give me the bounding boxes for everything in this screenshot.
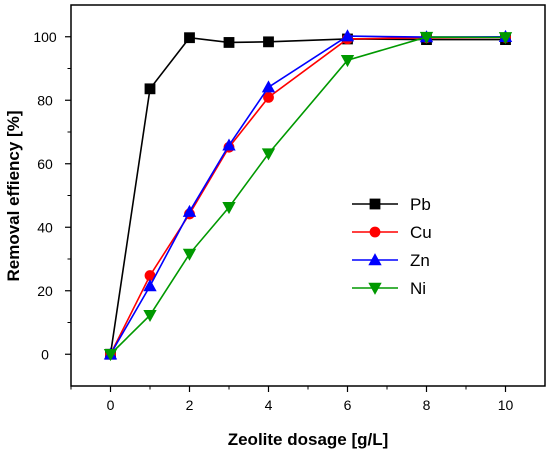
data-point-pb [144,83,156,95]
x-tick-label: 4 [265,397,273,413]
data-point-ni [222,202,236,215]
legend-marker-zn [368,253,382,266]
data-point-cu [263,91,274,103]
legend-marker-cu [369,226,381,238]
x-axis-title: Zeolite dosage [g/L] [228,430,389,449]
plot-marks [103,29,513,362]
y-tick-label: 60 [37,156,53,172]
legend-label-cu: Cu [410,223,432,242]
data-point-ni [261,148,276,161]
legend-label-zn: Zn [410,251,430,270]
data-point-zn [182,204,197,217]
y-tick-label: 20 [37,283,53,299]
legend-marker-pb [369,198,381,210]
y-tick-label: 0 [41,346,49,362]
data-point-pb [223,37,235,48]
legend-label-pb: Pb [410,195,431,214]
data-point-zn [261,80,276,93]
legend-label-ni: Ni [410,279,426,298]
y-tick-label: 40 [37,219,53,235]
data-point-ni [419,31,434,44]
y-tick-label: 80 [37,92,53,108]
data-point-ni [182,248,197,261]
data-point-ni [340,55,355,68]
data-point-ni [143,309,157,323]
data-point-pb [263,36,274,48]
x-tick-label: 2 [186,397,194,413]
data-point-pb [184,32,195,44]
legend-marker-ni [368,282,382,295]
x-tick-label: 10 [498,397,514,413]
series-line-zn [109,35,506,355]
data-point-ni [498,32,513,45]
data-point-zn [143,279,157,292]
series-line-cu [109,36,506,355]
data-point-ni [103,349,118,362]
legend: Pb Cu Zn Ni [352,195,432,298]
x-tick-label: 6 [344,397,352,413]
series-line-pb [109,36,506,355]
series-line-ni [109,36,506,355]
data-point-zn [222,138,236,151]
data-point-zn [340,29,355,42]
x-tick-label: 0 [107,397,115,413]
y-axis-title: Removal effiency [%] [4,111,23,282]
x-tick-label: 8 [423,397,431,413]
y-tick-label: 100 [33,29,57,45]
